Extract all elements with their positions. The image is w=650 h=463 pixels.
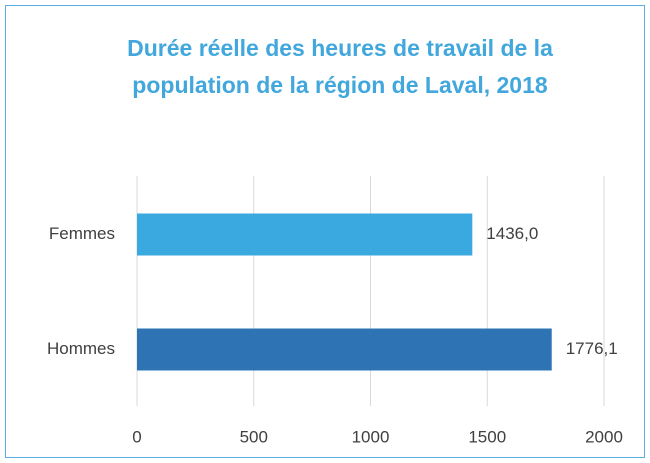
x-tick-label: 500 [240,427,268,446]
y-tick-label: Femmes [49,224,115,243]
bar [137,213,473,256]
value-label: 1436,0 [486,224,538,243]
x-tick-label: 0 [132,427,141,446]
x-tick-label: 1000 [352,427,390,446]
chart-title: Durée réelle des heures de travail de la… [127,35,553,98]
value-label: 1776,1 [566,339,618,358]
bar [137,328,552,371]
x-tick-label: 2000 [585,427,623,446]
y-tick-label: Hommes [47,339,115,358]
x-tick-label: 1500 [468,427,506,446]
